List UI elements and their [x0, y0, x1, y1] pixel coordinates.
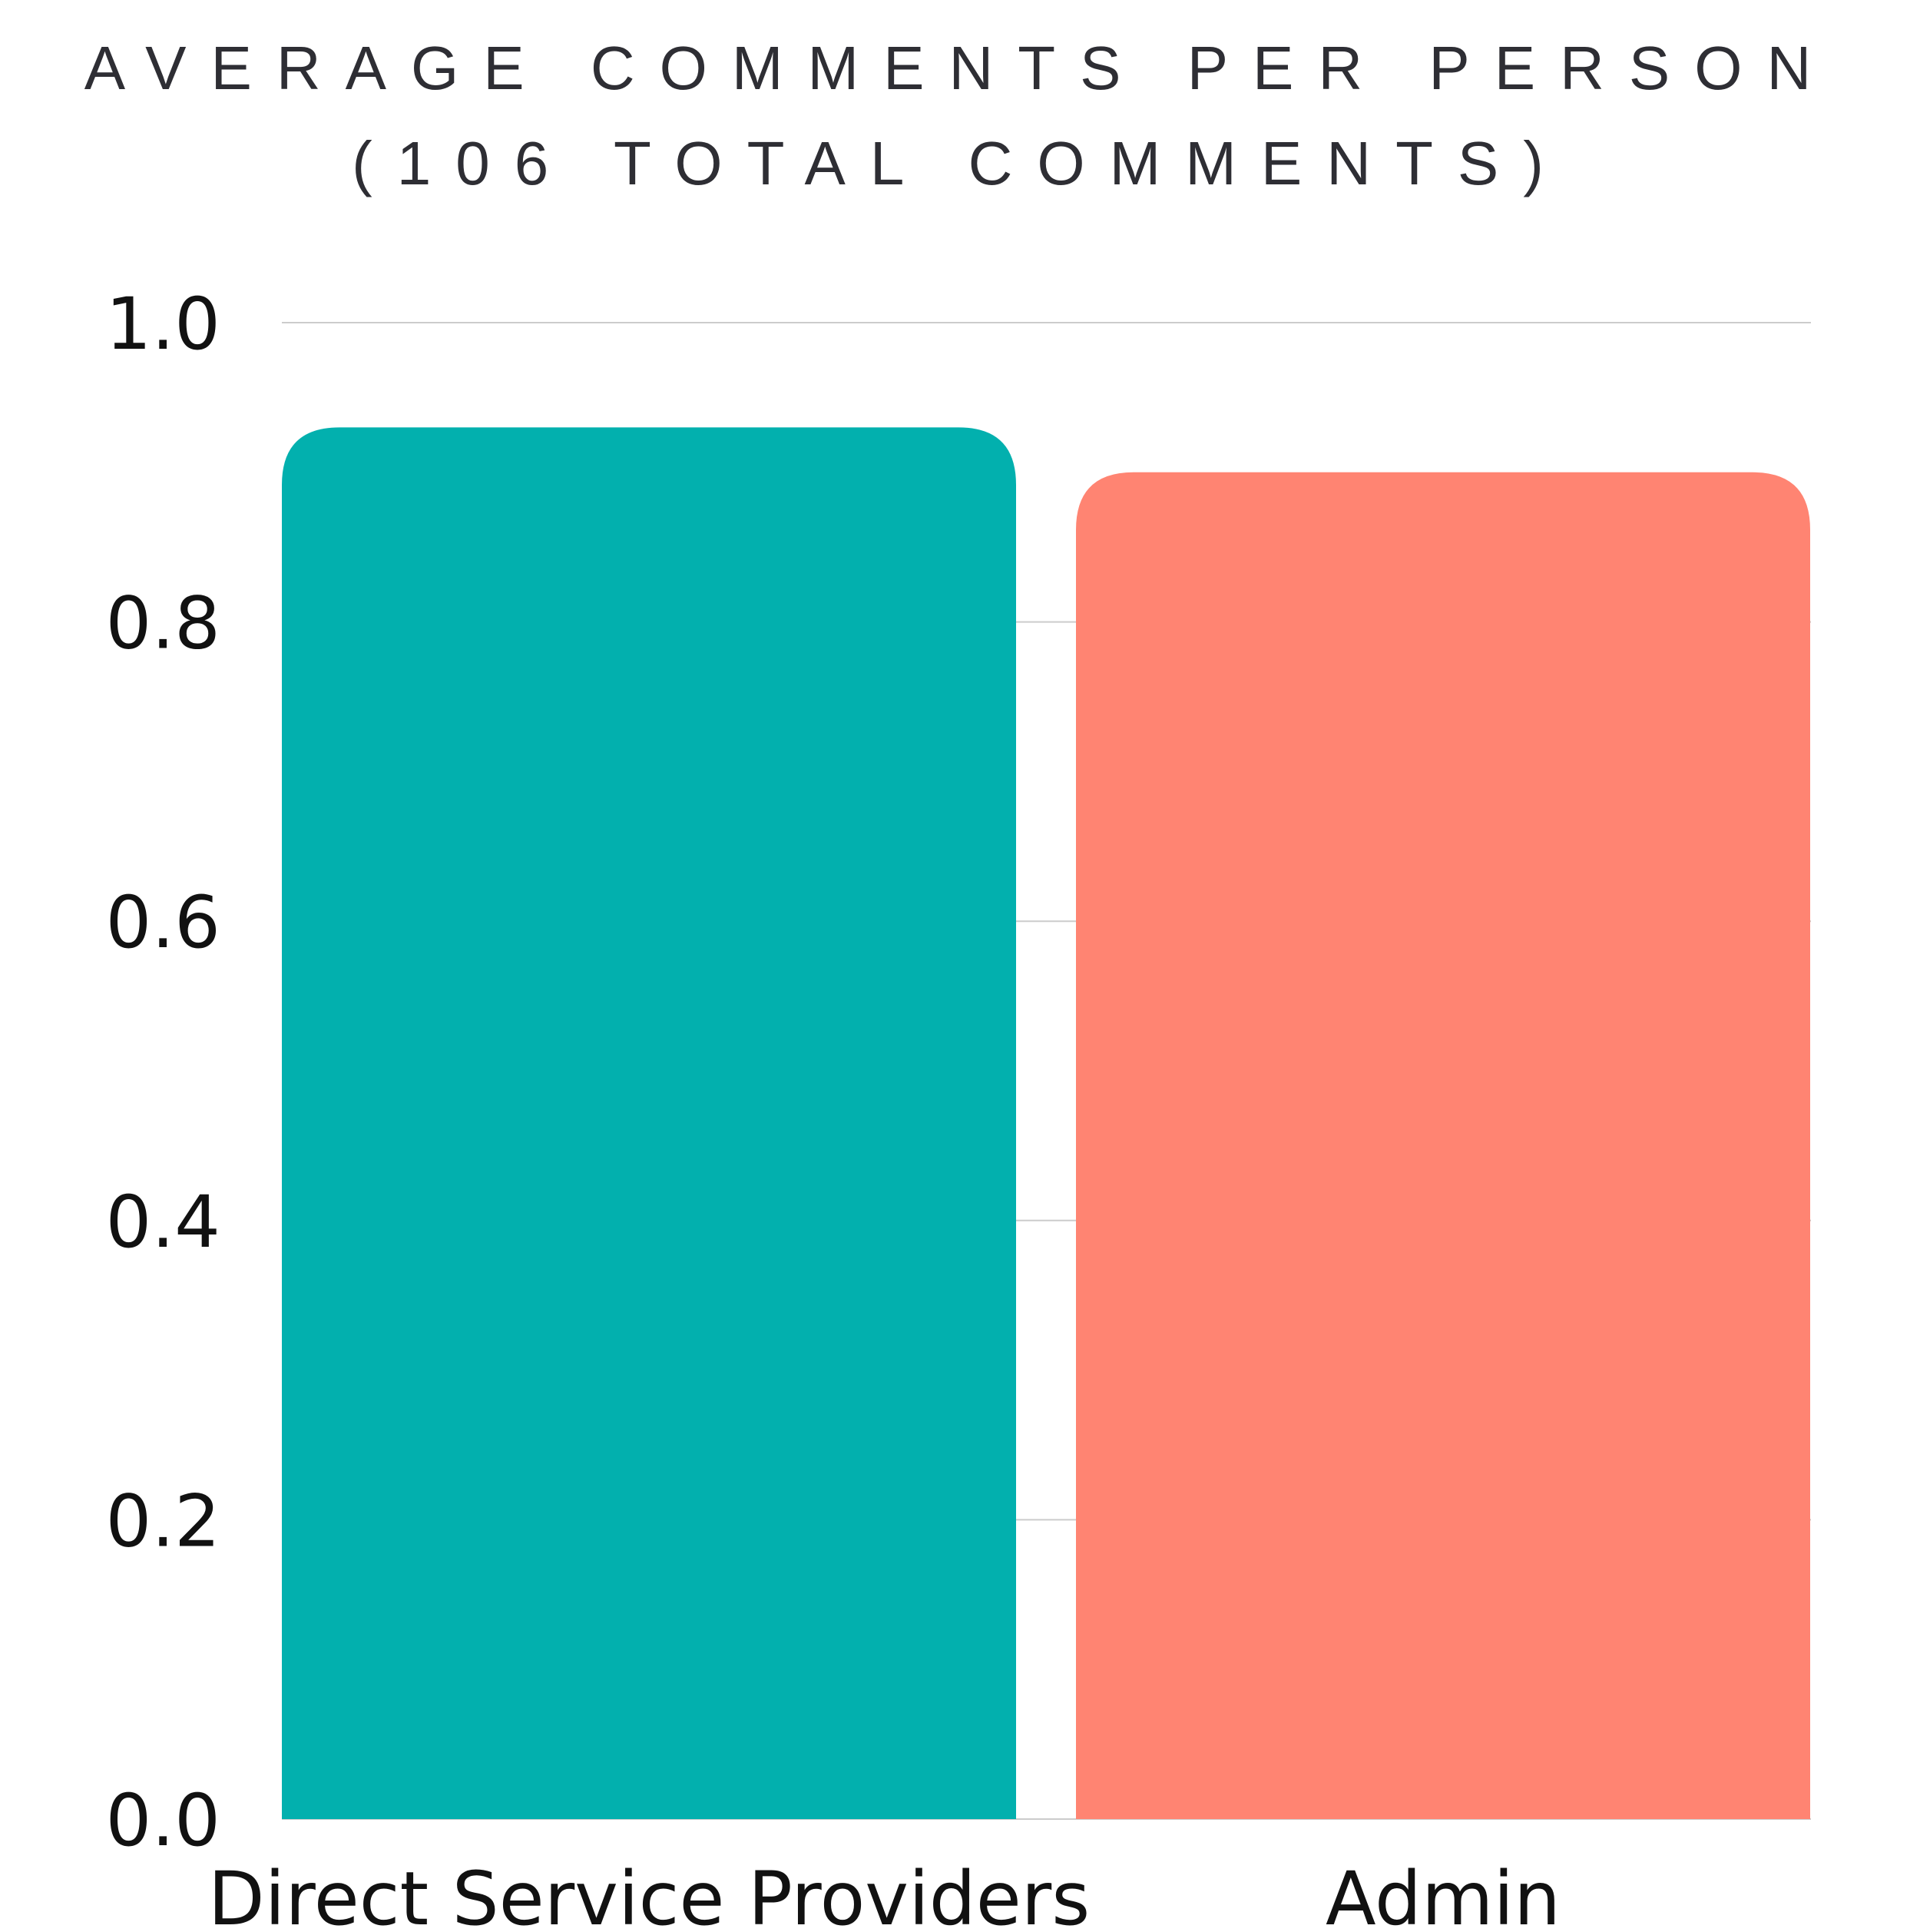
x-category-label: Admin: [1326, 1856, 1561, 1932]
y-tick-label: 0.0: [106, 1779, 221, 1863]
y-tick-label: 0.2: [106, 1480, 221, 1563]
y-tick-label: 0.8: [106, 582, 221, 666]
y-tick-label: 1.0: [106, 283, 221, 366]
bar-direct-service-providers: [282, 427, 1016, 1819]
x-axis-category-labels: Direct Service Providers Admin: [208, 1856, 1561, 1932]
bars: [282, 427, 1810, 1819]
y-tick-label: 0.6: [106, 881, 221, 965]
y-axis-tick-labels: 0.0 0.2 0.4 0.6 0.8 1.0: [106, 283, 221, 1863]
x-category-label: Direct Service Providers: [208, 1856, 1091, 1932]
chart-title-line2: (106 TOTAL COMMENTS): [352, 129, 1568, 197]
y-tick-label: 0.4: [106, 1181, 221, 1264]
bar-admin: [1076, 472, 1810, 1819]
chart-title-line1: AVERAGE COMMENTS PER PERSON: [84, 34, 1836, 102]
